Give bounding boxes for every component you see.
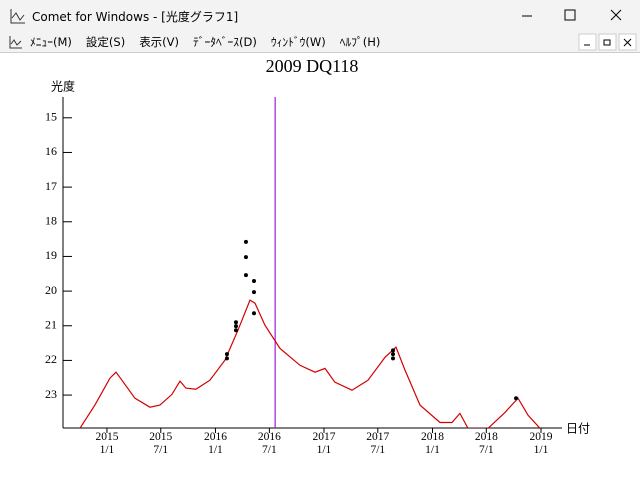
window-controls	[522, 9, 622, 21]
x-tick-label: 2017 1/1	[312, 431, 336, 456]
observation-point	[243, 273, 248, 278]
observation-point	[224, 356, 229, 361]
x-tick-label: 2015 1/1	[95, 431, 119, 456]
x-tick-label: 2017 7/1	[366, 431, 390, 456]
menu-items: ﾒﾆｭｰ(M) 設定(S) 表示(V) ﾃﾞｰﾀﾍﾞｰｽ(D) ｳｨﾝﾄﾞｳ(W) ﾍﾙﾌ…	[30, 34, 380, 50]
observation-point	[251, 279, 256, 284]
y-tick-label: 20	[45, 283, 57, 297]
y-tick-label: 19	[45, 248, 57, 262]
x-axis-label: 日付	[566, 422, 590, 436]
observation-point	[243, 239, 248, 244]
observation-point	[233, 320, 238, 325]
maximize-button[interactable]	[564, 9, 576, 21]
y-tick-label: 17	[45, 179, 57, 193]
magnitude-curve	[79, 299, 541, 428]
title-bar: Comet for Windows - [光度グラフ1]	[0, 0, 640, 32]
observation-point	[251, 290, 256, 295]
menu-item[interactable]: 設定(S)	[85, 35, 126, 49]
y-tick-label: 22	[45, 352, 57, 366]
x-tick-label: 2015 7/1	[149, 431, 173, 456]
chart-title: 2009 DQ118	[266, 56, 359, 76]
y-tick-label: 21	[45, 318, 57, 332]
observation-point	[390, 348, 395, 353]
x-tick-label: 2018 7/1	[474, 431, 498, 456]
y-tick-label: 23	[45, 387, 57, 401]
x-tick-label: 2016 7/1	[257, 431, 281, 456]
observation-point	[243, 255, 248, 260]
menu-item[interactable]: ﾃﾞｰﾀﾍﾞｰｽ(D)	[193, 35, 257, 49]
mdi-controls	[578, 33, 637, 51]
y-axis-label: 光度	[51, 79, 75, 94]
x-tick-label: 2016 1/1	[203, 431, 227, 456]
observation-point	[390, 352, 395, 357]
menu-bar: ﾒﾆｭｰ(M) 設定(S) 表示(V) ﾃﾞｰﾀﾍﾞｰｽ(D) ｳｨﾝﾄﾞｳ(W) ﾍﾙﾌ…	[0, 32, 640, 53]
observation-point	[514, 396, 519, 401]
app-icon	[10, 9, 25, 24]
mdi-restore[interactable]	[598, 33, 617, 51]
observation-point	[224, 352, 229, 357]
x-tick-label: 2019 1/1	[529, 431, 553, 456]
y-tick-label: 16	[45, 144, 57, 158]
observation-point	[251, 311, 256, 316]
mdi-minimize[interactable]	[578, 33, 597, 51]
y-tick-label: 18	[45, 214, 57, 228]
menu-item[interactable]: ﾒﾆｭｰ(M)	[30, 35, 72, 49]
close-button[interactable]	[610, 9, 622, 21]
observation-point	[390, 356, 395, 361]
menu-item[interactable]: ｳｨﾝﾄﾞｳ(W)	[270, 35, 326, 49]
window-title: Comet for Windows - [光度グラフ1]	[32, 10, 239, 24]
x-tick-label: 2018 1/1	[420, 431, 444, 456]
observation-point	[233, 324, 238, 329]
doc-icon	[9, 36, 22, 49]
menu-item[interactable]: 表示(V)	[139, 35, 180, 49]
menu-item[interactable]: ﾍﾙﾌﾟ(H)	[339, 35, 381, 49]
observation-point	[233, 328, 238, 333]
y-tick-label: 15	[45, 110, 57, 124]
